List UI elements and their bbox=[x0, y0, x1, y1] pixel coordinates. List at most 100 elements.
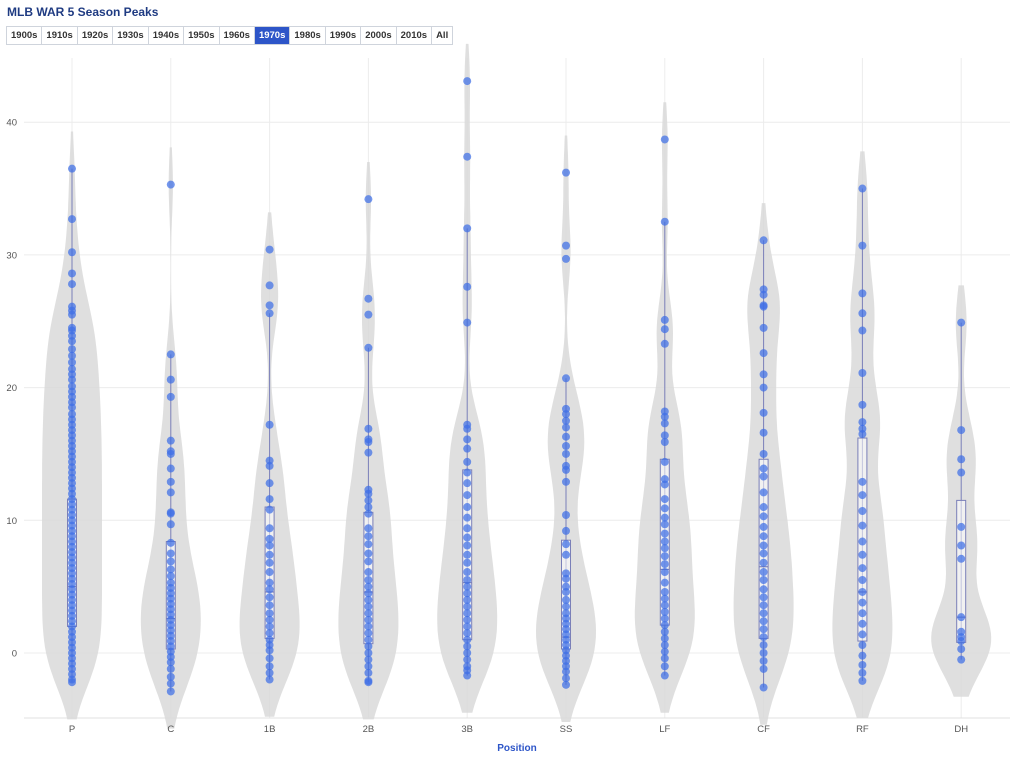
data-point[interactable] bbox=[364, 622, 373, 631]
data-point[interactable] bbox=[68, 337, 76, 346]
data-point[interactable] bbox=[562, 449, 570, 458]
data-point[interactable] bbox=[166, 679, 175, 688]
data-point[interactable] bbox=[759, 449, 768, 458]
data-point[interactable] bbox=[660, 671, 669, 680]
data-point[interactable] bbox=[265, 461, 274, 470]
data-point[interactable] bbox=[660, 419, 669, 428]
data-point[interactable] bbox=[463, 533, 472, 542]
data-point[interactable] bbox=[562, 416, 570, 425]
data-point[interactable] bbox=[68, 248, 76, 257]
decade-button-1920s[interactable]: 1920s bbox=[77, 27, 114, 44]
data-point[interactable] bbox=[660, 544, 669, 553]
data-point[interactable] bbox=[364, 568, 373, 577]
data-point[interactable] bbox=[463, 671, 472, 680]
data-point[interactable] bbox=[265, 541, 274, 550]
data-point[interactable] bbox=[265, 622, 274, 631]
data-point[interactable] bbox=[562, 168, 570, 177]
data-point[interactable] bbox=[265, 629, 274, 638]
data-point[interactable] bbox=[68, 310, 76, 319]
data-point[interactable] bbox=[759, 585, 768, 594]
data-point[interactable] bbox=[562, 465, 570, 474]
data-point[interactable] bbox=[265, 301, 274, 310]
data-point[interactable] bbox=[364, 668, 373, 677]
data-point[interactable] bbox=[759, 302, 768, 311]
data-point[interactable] bbox=[957, 455, 966, 464]
data-point[interactable] bbox=[660, 647, 669, 656]
data-point[interactable] bbox=[463, 282, 472, 291]
data-point[interactable] bbox=[562, 674, 570, 683]
data-point[interactable] bbox=[265, 550, 274, 559]
data-point[interactable] bbox=[858, 630, 867, 639]
data-point[interactable] bbox=[858, 537, 867, 546]
data-point[interactable] bbox=[957, 522, 966, 531]
data-point[interactable] bbox=[265, 309, 274, 318]
data-point[interactable] bbox=[562, 680, 570, 689]
data-point[interactable] bbox=[759, 503, 768, 512]
data-point[interactable] bbox=[660, 601, 669, 610]
data-point[interactable] bbox=[759, 617, 768, 626]
data-point[interactable] bbox=[364, 532, 373, 541]
data-point[interactable] bbox=[265, 534, 274, 543]
data-point[interactable] bbox=[265, 420, 274, 429]
data-point[interactable] bbox=[463, 649, 472, 657]
data-point[interactable] bbox=[660, 438, 669, 447]
data-point[interactable] bbox=[463, 609, 472, 618]
data-point[interactable] bbox=[68, 345, 76, 354]
data-point[interactable] bbox=[562, 241, 570, 250]
data-point[interactable] bbox=[562, 510, 570, 519]
data-point[interactable] bbox=[858, 668, 867, 677]
data-point[interactable] bbox=[660, 513, 669, 522]
data-point[interactable] bbox=[68, 164, 76, 173]
data-point[interactable] bbox=[265, 524, 274, 533]
data-point[interactable] bbox=[759, 593, 768, 602]
data-point[interactable] bbox=[759, 472, 768, 481]
data-point[interactable] bbox=[364, 524, 373, 533]
decade-button-2000s[interactable]: 2000s bbox=[361, 27, 397, 44]
data-point[interactable] bbox=[660, 607, 669, 616]
data-point[interactable] bbox=[858, 400, 867, 409]
data-point[interactable] bbox=[957, 645, 966, 654]
data-point[interactable] bbox=[364, 195, 373, 204]
data-point[interactable] bbox=[463, 77, 472, 86]
data-point[interactable] bbox=[660, 135, 669, 144]
data-point[interactable] bbox=[759, 512, 768, 521]
data-point[interactable] bbox=[858, 564, 867, 573]
data-point[interactable] bbox=[364, 642, 373, 651]
data-point[interactable] bbox=[265, 601, 274, 610]
data-point[interactable] bbox=[759, 541, 768, 550]
data-point[interactable] bbox=[562, 410, 570, 419]
data-point[interactable] bbox=[660, 654, 669, 663]
data-point[interactable] bbox=[759, 558, 768, 567]
data-point[interactable] bbox=[364, 424, 373, 433]
data-point[interactable] bbox=[660, 634, 669, 643]
data-point[interactable] bbox=[166, 375, 175, 384]
data-point[interactable] bbox=[957, 426, 966, 435]
data-point[interactable] bbox=[463, 541, 472, 550]
data-point[interactable] bbox=[858, 619, 867, 628]
data-point[interactable] bbox=[858, 418, 867, 427]
data-point[interactable] bbox=[364, 496, 373, 505]
decade-button-1940s[interactable]: 1940s bbox=[148, 27, 185, 44]
data-point[interactable] bbox=[562, 374, 570, 383]
data-point[interactable] bbox=[759, 649, 768, 657]
data-point[interactable] bbox=[858, 309, 867, 318]
data-point[interactable] bbox=[660, 594, 669, 603]
data-point[interactable] bbox=[364, 582, 373, 591]
data-point[interactable] bbox=[957, 318, 966, 327]
data-point[interactable] bbox=[265, 675, 274, 684]
data-point[interactable] bbox=[463, 622, 472, 631]
data-point[interactable] bbox=[364, 678, 373, 687]
data-point[interactable] bbox=[68, 375, 76, 384]
data-point[interactable] bbox=[858, 676, 867, 685]
data-point[interactable] bbox=[68, 403, 76, 412]
data-point[interactable] bbox=[265, 646, 274, 655]
data-point[interactable] bbox=[957, 554, 966, 563]
data-point[interactable] bbox=[364, 602, 373, 611]
data-point[interactable] bbox=[660, 315, 669, 324]
data-point[interactable] bbox=[166, 392, 175, 401]
data-point[interactable] bbox=[265, 585, 274, 594]
data-point[interactable] bbox=[759, 683, 768, 692]
data-point[interactable] bbox=[265, 495, 274, 504]
data-point[interactable] bbox=[364, 649, 373, 657]
data-point[interactable] bbox=[364, 503, 373, 512]
